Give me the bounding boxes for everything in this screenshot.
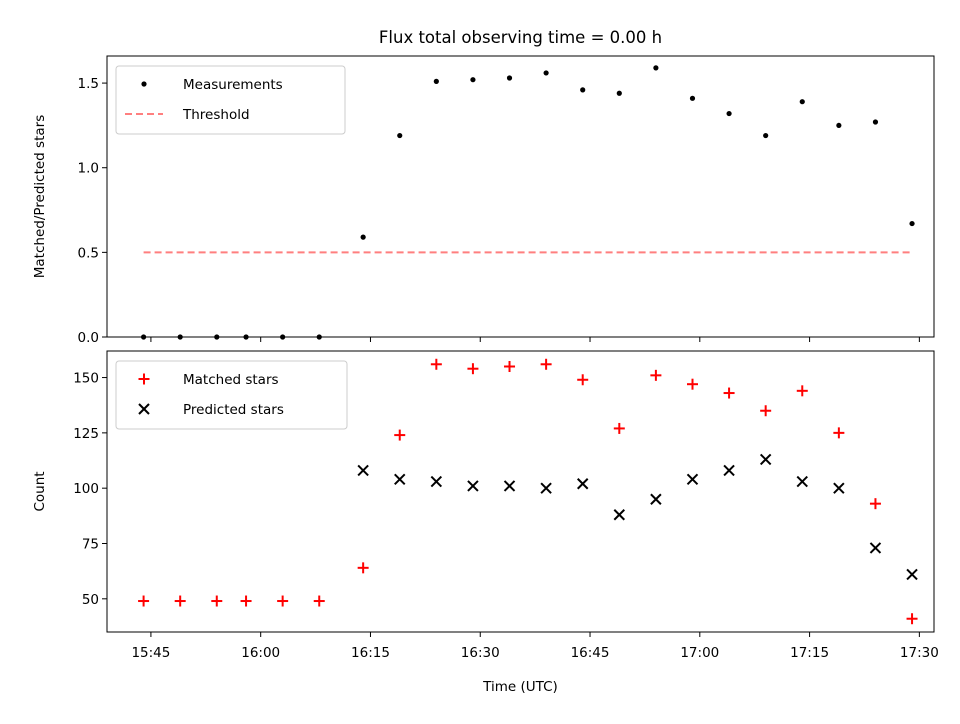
axes-frame-2: [106, 350, 935, 633]
predicted-stars-point: [467, 480, 479, 492]
axes-frame-1: [106, 55, 935, 338]
y-tick-label: 0.5: [78, 245, 99, 261]
y-tick-label: 75: [82, 536, 99, 552]
matched-stars-point: [869, 498, 881, 510]
legend-box-1: [115, 65, 346, 135]
legend-label: Measurements: [183, 77, 283, 93]
measurements-point: [580, 87, 586, 93]
matched-stars-point: [540, 358, 552, 370]
measurements-point: [653, 65, 659, 71]
measurements-point: [799, 99, 805, 105]
legend-predicted-stars-swatch: [138, 403, 150, 415]
y-tick-label: 125: [73, 426, 99, 442]
y-tick-label: 1.5: [78, 76, 99, 92]
matched-stars-point: [467, 363, 479, 375]
legend-matched-stars-swatch: [138, 373, 150, 385]
matched-stars-point: [138, 595, 150, 607]
predicted-stars-point: [650, 493, 662, 505]
matched-stars-point: [174, 595, 186, 607]
x-tick-label: 17:15: [790, 645, 829, 661]
predicted-stars-point: [759, 453, 772, 466]
measurements-point: [506, 75, 513, 81]
y-tick-label: 150: [73, 371, 99, 387]
matched-stars-point: [394, 429, 406, 441]
y-axis-label: Count: [32, 471, 48, 511]
predicted-stars-point: [723, 464, 735, 477]
matched-stars-point: [760, 405, 772, 417]
y-tick-label: 50: [82, 592, 99, 608]
predicted-stars-point: [906, 568, 918, 581]
measurements-point: [214, 334, 220, 340]
measurements-point: [177, 334, 183, 340]
x-tick-label: 16:15: [351, 645, 390, 661]
matched-stars-point: [577, 374, 589, 386]
measurements-point: [470, 77, 476, 83]
measurements-point: [616, 90, 622, 96]
measurements-point: [689, 95, 696, 101]
x-tick-label: 16:00: [241, 645, 280, 661]
matched-stars-point: [796, 385, 808, 397]
predicted-stars-point: [833, 482, 845, 494]
legend-measurements-swatch: [141, 81, 147, 87]
predicted-stars-point: [577, 478, 589, 490]
predicted-stars-point: [503, 480, 516, 492]
matched-stars-point: [430, 358, 442, 370]
matched-stars-point: [277, 595, 289, 607]
predicted-stars-point: [357, 464, 369, 477]
measurements-point: [726, 110, 732, 117]
predicted-stars-point: [796, 475, 808, 488]
legend-label: Threshold: [182, 107, 250, 123]
predicted-stars-point: [869, 542, 882, 554]
x-tick-label: 17:00: [680, 645, 719, 661]
matched-stars-point: [504, 360, 516, 372]
predicted-stars-point: [613, 509, 626, 521]
matched-stars-point: [240, 595, 252, 607]
measurements-point: [316, 334, 322, 340]
y-axis-label: Matched/Predicted stars: [32, 115, 48, 278]
x-axis-label: Time (UTC): [482, 679, 558, 695]
measurements-point: [763, 132, 769, 139]
matched-stars-point: [313, 595, 325, 607]
predicted-stars-point: [394, 473, 406, 486]
legend-label: Predicted stars: [183, 402, 284, 418]
measurements-point: [836, 122, 842, 129]
matched-stars-point: [833, 427, 845, 439]
y-tick-label: 0.0: [78, 330, 99, 346]
y-tick-label: 1.0: [78, 161, 99, 177]
matched-stars-point: [723, 387, 735, 399]
measurements-point: [872, 119, 879, 125]
measurements-point: [140, 334, 147, 340]
measurements-point: [243, 334, 249, 340]
predicted-stars-point: [686, 473, 699, 486]
x-tick-label: 17:30: [900, 645, 939, 661]
chart-title: Flux total observing time = 0.00 h: [379, 28, 662, 47]
legend-box-2: [115, 360, 348, 430]
x-tick-label: 16:30: [461, 645, 500, 661]
predicted-stars-point: [430, 475, 443, 488]
matched-stars-point: [357, 562, 369, 574]
measurements-point: [433, 78, 439, 84]
legend-label: Matched stars: [183, 372, 279, 388]
measurements-point: [909, 220, 915, 227]
measurements-point: [543, 70, 549, 76]
matched-stars-point: [906, 613, 918, 625]
y-tick-label: 100: [73, 481, 99, 497]
x-tick-label: 15:45: [131, 645, 170, 661]
matched-stars-point: [686, 378, 698, 390]
matched-stars-point: [211, 595, 223, 607]
matched-stars-point: [650, 369, 662, 381]
x-tick-label: 16:45: [571, 645, 610, 661]
matched-stars-point: [613, 422, 625, 434]
measurements-point: [280, 334, 286, 340]
measurements-point: [397, 132, 403, 139]
predicted-stars-point: [540, 482, 552, 494]
measurements-point: [360, 234, 366, 240]
